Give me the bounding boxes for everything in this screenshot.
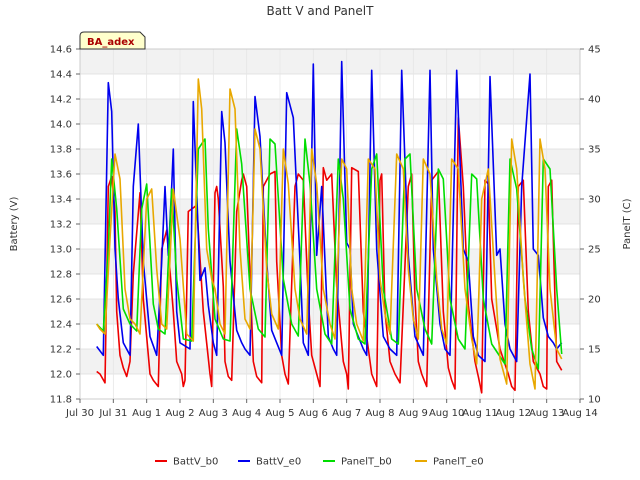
x-tick-label: Aug 13 — [529, 408, 564, 419]
legend-label: BattV_b0 — [173, 457, 218, 468]
legend-label: BattV_e0 — [256, 457, 301, 468]
x-tick-label: Jul 31 — [98, 408, 127, 419]
plot-band — [80, 149, 580, 174]
plot-band — [80, 99, 580, 124]
y-tick-label: 14.6 — [50, 45, 72, 56]
y-tick-label: 13.2 — [50, 220, 72, 231]
x-tick-label: Aug 6 — [299, 408, 328, 419]
y2-tick-label: 40 — [588, 95, 601, 106]
series-lines — [96, 60, 563, 394]
y-tick-label: 13.8 — [50, 145, 72, 156]
legend-label: PanelT_e0 — [433, 457, 484, 468]
y2-axis-label: PanelT (C) — [622, 198, 633, 249]
x-tick-label: Aug 12 — [496, 408, 531, 419]
y-tick-label: 13.4 — [50, 195, 72, 206]
y-tick-label: 14.0 — [50, 120, 72, 131]
x-tick-label: Aug 1 — [132, 408, 161, 419]
site-label: BA_adex — [87, 37, 135, 48]
site-label-box: BA_adex — [79, 31, 146, 50]
x-tick-label: Aug 4 — [232, 408, 261, 419]
y2-tick-label: 30 — [588, 195, 601, 206]
y-tick-label: 14.2 — [50, 95, 72, 106]
y-tick-label: 13.0 — [50, 245, 72, 256]
plot-band — [80, 49, 580, 74]
legend: BattV_b0 BattV_e0 PanelT_b0 PanelT_e0 — [155, 457, 484, 468]
y-tick-label: 12.4 — [50, 320, 72, 331]
y-tick-label: 12.8 — [50, 270, 72, 281]
y-tick-label: 12.0 — [50, 370, 72, 381]
y2-tick-label: 20 — [588, 295, 601, 306]
x-tick-label: Aug 10 — [429, 408, 464, 419]
x-tick-label: Aug 5 — [265, 408, 294, 419]
x-tick-label: Aug 2 — [165, 408, 194, 419]
y-tick-label: 12.2 — [50, 345, 72, 356]
y2-tick-label: 15 — [588, 345, 601, 356]
y-tick-label: 12.6 — [50, 295, 72, 306]
y-tick-label: 14.4 — [50, 70, 72, 81]
x-tick-label: Aug 7 — [332, 408, 361, 419]
y2-axis-ticks: 10 15 20 25 30 35 40 45 — [580, 45, 601, 406]
x-tick-label: Aug 14 — [562, 408, 597, 419]
x-axis-ticks: Jul 30 Jul 31 Aug 1 Aug 2 Aug 3 Aug 4 Aug 5 Aug… — [65, 399, 598, 419]
series-line-panelt-b0 — [96, 128, 563, 370]
x-tick-label: Aug 9 — [399, 408, 428, 419]
series-line-battv-e0 — [96, 60, 563, 363]
series-line-panelt-e0 — [96, 78, 563, 390]
y-axis-label: Battery (V) — [9, 196, 20, 251]
y2-tick-label: 25 — [588, 245, 601, 256]
x-tick-label: Aug 3 — [199, 408, 228, 419]
y2-tick-label: 10 — [588, 395, 601, 406]
chart-title: Batt V and PanelT — [267, 4, 375, 18]
y2-tick-label: 45 — [588, 45, 601, 56]
x-tick-label: Jul 30 — [65, 408, 94, 419]
legend-label: PanelT_b0 — [341, 457, 392, 468]
plot-band — [80, 349, 580, 374]
y-axis-ticks: 11.8 12.0 12.2 12.4 12.6 12.8 13.0 13.2 13.4 13.6… — [50, 45, 80, 406]
y2-tick-label: 35 — [588, 145, 601, 156]
y-tick-label: 13.6 — [50, 170, 72, 181]
x-tick-label: Aug 11 — [462, 408, 497, 419]
y-tick-label: 11.8 — [50, 395, 72, 406]
x-tick-label: Aug 8 — [365, 408, 394, 419]
plot-band — [80, 199, 580, 224]
site-label-shape — [79, 31, 146, 50]
